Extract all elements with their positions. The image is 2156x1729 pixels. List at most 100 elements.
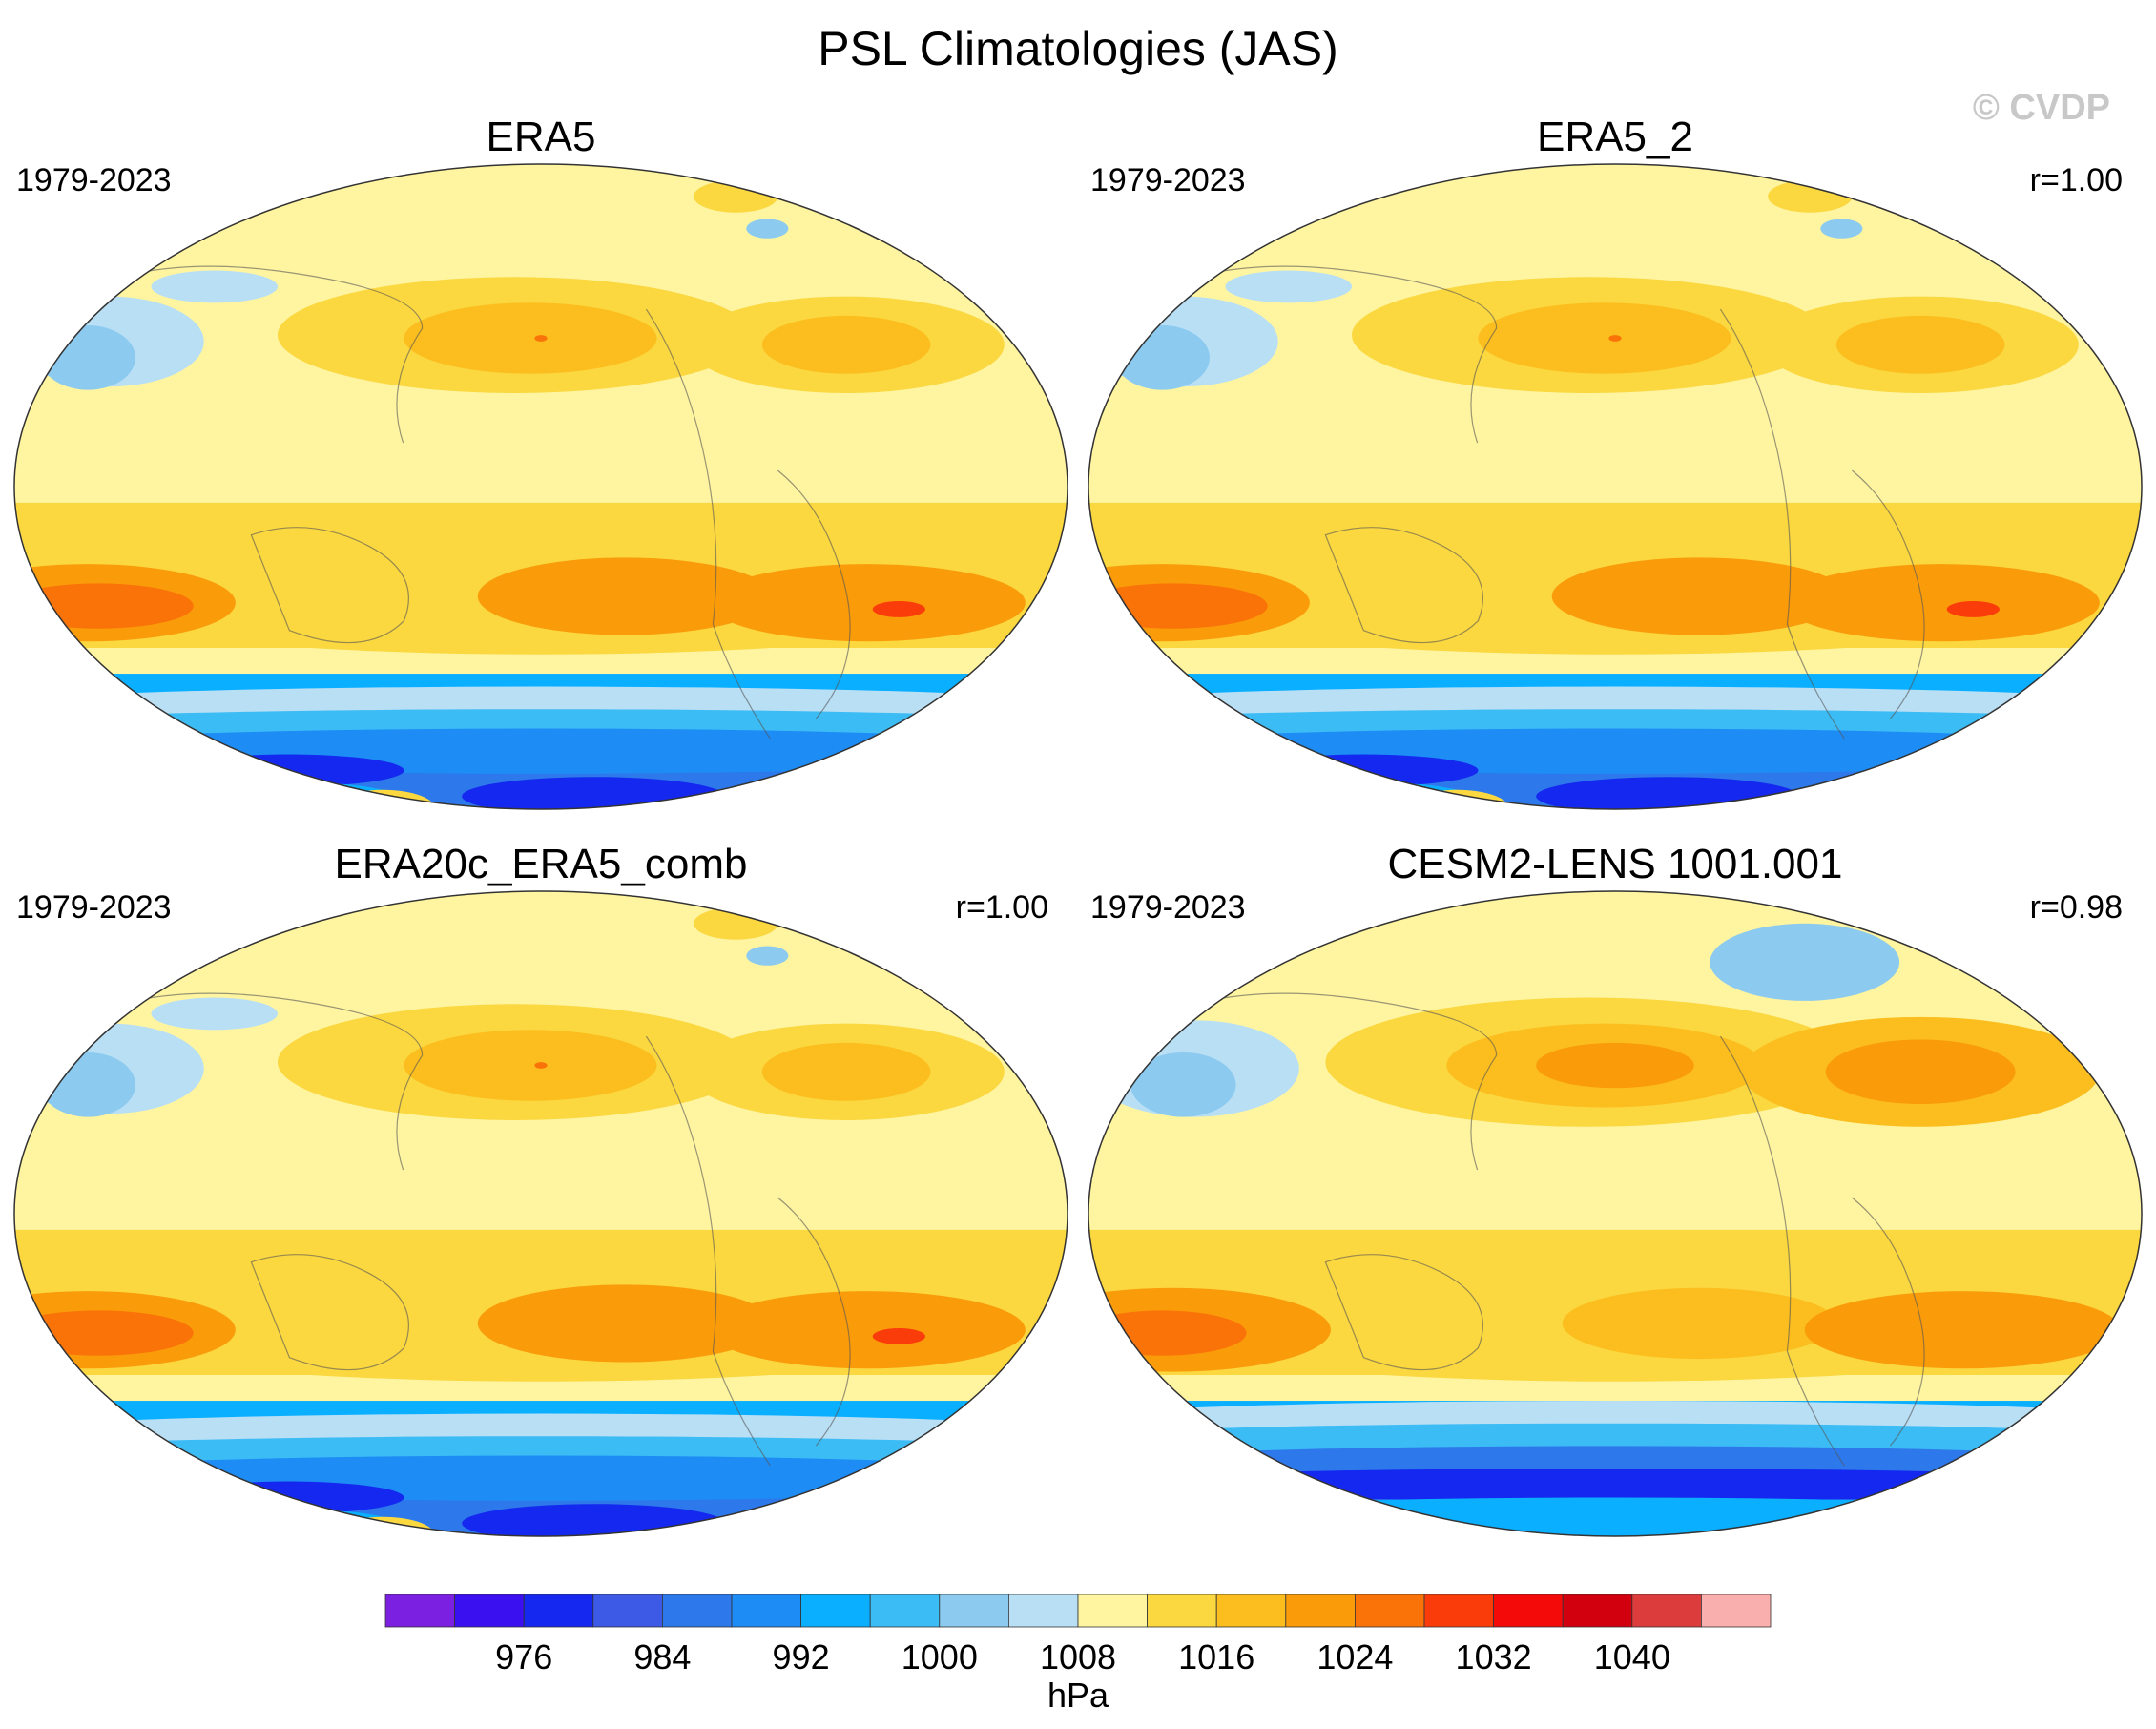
colorbar-tick-label: 1000 bbox=[902, 1637, 978, 1677]
panel-years-1: 1979-2023 bbox=[16, 162, 172, 198]
colorbar-tick-label: 1008 bbox=[1040, 1637, 1116, 1677]
colorbar-units-label: hPa bbox=[1047, 1676, 1109, 1715]
coastline bbox=[1852, 1197, 1925, 1447]
map-panel-2 bbox=[1088, 164, 2142, 809]
field-contour-blob bbox=[172, 754, 404, 787]
coastline bbox=[250, 527, 409, 644]
map-panel-1 bbox=[14, 164, 1068, 809]
field-contour-blob bbox=[1946, 600, 2000, 617]
figure-title: PSL Climatologies (JAS) bbox=[818, 22, 1338, 75]
field-contour-blob bbox=[1783, 564, 2100, 642]
colorbar-tick-label: 1040 bbox=[1594, 1637, 1670, 1677]
colorbar-box bbox=[454, 1594, 525, 1628]
colorbar-box bbox=[731, 1594, 801, 1628]
colorbar-box bbox=[1147, 1594, 1217, 1628]
panel-correlation-2: r=1.00 bbox=[2030, 162, 2123, 198]
colorbar-tick-label: 992 bbox=[773, 1637, 830, 1677]
coastline bbox=[1852, 469, 1925, 719]
colorbar-tick-label: 1024 bbox=[1316, 1637, 1393, 1677]
field-contour-blob bbox=[151, 270, 278, 303]
coastline bbox=[777, 469, 851, 719]
field-contour-blob bbox=[1562, 1287, 1836, 1360]
field-contour-blob bbox=[709, 1291, 1026, 1369]
field-contour-blob bbox=[1608, 335, 1622, 342]
field-contour-blob bbox=[404, 302, 657, 374]
field-contour-blob bbox=[1088, 1497, 2142, 1536]
coastline bbox=[250, 1254, 409, 1371]
field-contour-blob bbox=[1478, 302, 1731, 374]
field-contour-blob bbox=[1246, 754, 1479, 787]
field-contour-blob bbox=[872, 600, 925, 617]
colorbar-box bbox=[1701, 1594, 1772, 1628]
colorbar-tick-label: 1016 bbox=[1178, 1637, 1254, 1677]
panel-title-3: ERA20c_ERA5_comb bbox=[335, 841, 748, 887]
field-contour-blob bbox=[761, 1042, 931, 1101]
colorbar-box bbox=[1631, 1594, 1702, 1628]
colorbar: 976 984 992 1000 1008 1016 1024 1032 1040 hPa bbox=[384, 1594, 1772, 1715]
field-contour-blob bbox=[1088, 1423, 2142, 1456]
field-contour-blob bbox=[404, 1030, 657, 1101]
colorbar-box bbox=[1215, 1594, 1287, 1628]
field-contour-blob bbox=[1404, 789, 1510, 809]
field-contour-blob bbox=[477, 557, 773, 635]
colorbar-box bbox=[869, 1594, 941, 1628]
field-contour-blob bbox=[14, 1310, 194, 1356]
field-contour-blob bbox=[746, 946, 789, 966]
colorbar-tick-label: 984 bbox=[633, 1637, 691, 1677]
field-contour-blob bbox=[151, 997, 278, 1031]
colorbar-box bbox=[1562, 1594, 1633, 1628]
colorbar-box bbox=[1493, 1594, 1564, 1628]
map-outline-4 bbox=[1088, 890, 2143, 1537]
field-contour-blob bbox=[872, 1327, 925, 1344]
map-panel-4 bbox=[1088, 891, 2142, 1536]
field-contour-blob bbox=[1114, 325, 1210, 390]
field-contour-blob bbox=[694, 179, 778, 213]
panel-years-4: 1979-2023 bbox=[1090, 889, 1246, 926]
field-contour-blob bbox=[761, 315, 931, 374]
coastline bbox=[1719, 308, 1845, 740]
panel-title-2: ERA5_2 bbox=[1537, 114, 1693, 160]
panel-correlation-4: r=0.98 bbox=[2030, 889, 2123, 926]
field-contour-blob bbox=[40, 325, 135, 390]
panel-correlation-3: r=1.00 bbox=[956, 889, 1048, 926]
field-contour-blob bbox=[1088, 583, 1268, 629]
colorbar-box bbox=[523, 1594, 594, 1628]
colorbar-tick-label: 1032 bbox=[1456, 1637, 1532, 1677]
field-contour-blob bbox=[1825, 1039, 2016, 1105]
field-contour-blob bbox=[694, 906, 778, 940]
colorbar-box bbox=[1355, 1594, 1425, 1628]
colorbar-tick-label: 976 bbox=[495, 1637, 552, 1677]
field-contour-blob bbox=[477, 1284, 773, 1363]
field-contour-blob bbox=[330, 1516, 436, 1536]
field-contour-blob bbox=[534, 335, 548, 342]
field-contour-blob bbox=[1551, 557, 1847, 635]
panel-years-3: 1979-2023 bbox=[16, 889, 172, 926]
field-contour-blob bbox=[1710, 923, 1900, 1001]
coastline bbox=[645, 308, 771, 740]
field-contour-blob bbox=[1536, 1042, 1694, 1089]
field-contour-blob bbox=[534, 1062, 548, 1069]
coastline bbox=[1324, 527, 1483, 644]
coastline bbox=[1719, 1035, 1845, 1467]
field-contour-blob bbox=[1768, 179, 1853, 213]
field-contour-blob bbox=[1088, 1469, 2142, 1501]
colorbar-box bbox=[592, 1594, 663, 1628]
field-contour-blob bbox=[40, 1052, 135, 1117]
colorbar-box bbox=[384, 1594, 455, 1628]
field-contour-blob bbox=[1820, 219, 1863, 239]
coastline bbox=[645, 1035, 771, 1467]
field-contour-blob bbox=[1804, 1291, 2121, 1369]
field-contour-blob bbox=[330, 789, 436, 809]
field-contour-blob bbox=[1130, 1052, 1236, 1117]
map-outline-3 bbox=[13, 890, 1068, 1537]
coastline bbox=[777, 1197, 851, 1447]
panel-title-4: CESM2-LENS 1001.001 bbox=[1388, 841, 1843, 887]
colorbar-box bbox=[1008, 1594, 1079, 1628]
panel-title-1: ERA5 bbox=[487, 114, 596, 160]
colorbar-box bbox=[800, 1594, 871, 1628]
colorbar-box bbox=[939, 1594, 1009, 1628]
field-contour-blob bbox=[14, 728, 1068, 774]
field-contour-blob bbox=[709, 564, 1026, 642]
